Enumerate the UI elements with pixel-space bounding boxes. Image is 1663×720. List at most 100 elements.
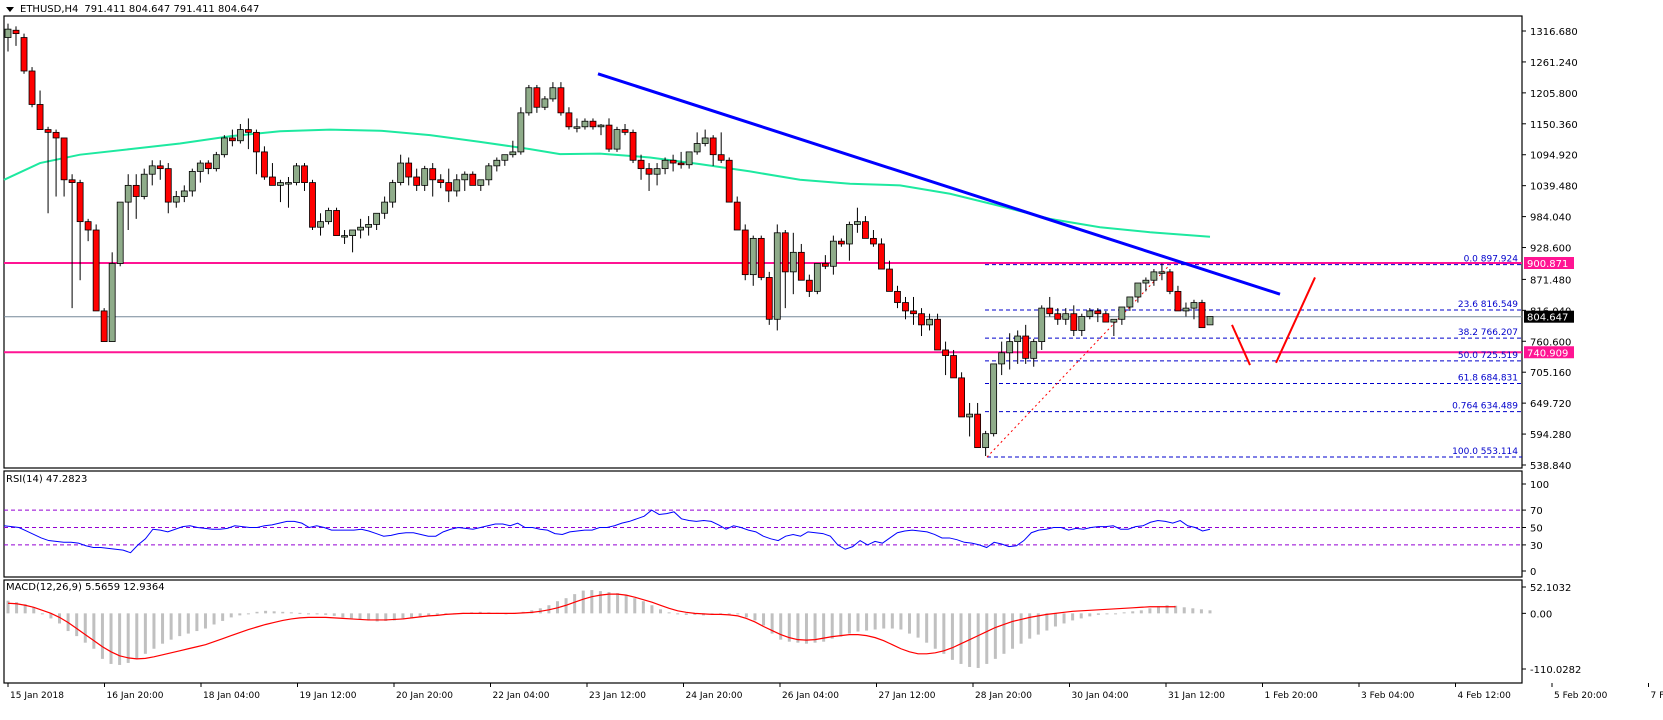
- candle[interactable]: [325, 207, 332, 225]
- candle[interactable]: [180, 185, 188, 203]
- candle[interactable]: [669, 154, 677, 172]
- candle[interactable]: [92, 224, 100, 312]
- candle[interactable]: [661, 157, 669, 175]
- candle[interactable]: [36, 90, 44, 130]
- candle[interactable]: [894, 285, 901, 309]
- candle[interactable]: [293, 163, 300, 186]
- candle[interactable]: [854, 207, 861, 233]
- candle[interactable]: [381, 196, 389, 219]
- candle[interactable]: [950, 349, 957, 379]
- candle[interactable]: [261, 146, 268, 180]
- candle[interactable]: [421, 165, 429, 191]
- candle[interactable]: [982, 430, 990, 456]
- candle[interactable]: [541, 96, 549, 111]
- candle[interactable]: [477, 179, 485, 191]
- candle[interactable]: [693, 132, 701, 155]
- candle[interactable]: [461, 171, 469, 191]
- candle[interactable]: [156, 160, 164, 180]
- candle[interactable]: [565, 107, 573, 130]
- candle[interactable]: [974, 402, 982, 449]
- candle[interactable]: [685, 151, 693, 169]
- candle[interactable]: [525, 84, 533, 116]
- candle[interactable]: [1006, 333, 1014, 370]
- candle[interactable]: [172, 190, 180, 208]
- candle[interactable]: [12, 26, 20, 46]
- candle[interactable]: [966, 402, 973, 437]
- candle[interactable]: [549, 82, 557, 102]
- candle[interactable]: [269, 163, 276, 186]
- candle[interactable]: [1174, 285, 1182, 312]
- candle[interactable]: [1110, 318, 1118, 337]
- candle[interactable]: [341, 230, 348, 244]
- candle[interactable]: [164, 163, 172, 214]
- projection-up-line[interactable]: [1275, 277, 1316, 364]
- candle[interactable]: [934, 313, 941, 351]
- candle[interactable]: [1198, 299, 1206, 329]
- candle[interactable]: [621, 124, 629, 136]
- candle[interactable]: [132, 174, 140, 219]
- candle[interactable]: [998, 341, 1006, 376]
- bearish-trendline[interactable]: [597, 72, 1281, 296]
- candle[interactable]: [317, 213, 324, 236]
- candle[interactable]: [1046, 296, 1054, 317]
- candle[interactable]: [773, 224, 781, 331]
- candle[interactable]: [100, 308, 108, 343]
- candle[interactable]: [140, 168, 148, 200]
- candle[interactable]: [629, 129, 637, 164]
- candle[interactable]: [196, 160, 204, 183]
- candle[interactable]: [1182, 302, 1190, 317]
- candle[interactable]: [188, 168, 196, 197]
- candle[interactable]: [926, 313, 933, 331]
- candle[interactable]: [725, 157, 733, 203]
- candle[interactable]: [533, 84, 541, 113]
- candle[interactable]: [124, 174, 132, 231]
- candle[interactable]: [253, 129, 260, 175]
- candle[interactable]: [701, 129, 709, 147]
- candle[interactable]: [910, 296, 917, 325]
- candle[interactable]: [20, 33, 28, 74]
- candle[interactable]: [220, 135, 228, 158]
- candle[interactable]: [1142, 277, 1150, 292]
- candle[interactable]: [212, 151, 220, 172]
- candle[interactable]: [1086, 308, 1094, 320]
- candle[interactable]: [645, 163, 653, 191]
- candle[interactable]: [148, 160, 156, 186]
- candle[interactable]: [597, 124, 605, 136]
- candle[interactable]: [413, 168, 421, 191]
- candle[interactable]: [1094, 308, 1102, 323]
- candle[interactable]: [757, 235, 765, 281]
- candle[interactable]: [741, 224, 749, 281]
- candle[interactable]: [717, 132, 725, 164]
- candle[interactable]: [493, 157, 501, 172]
- candle[interactable]: [870, 230, 877, 247]
- candle[interactable]: [557, 82, 565, 116]
- candle[interactable]: [68, 174, 76, 309]
- candle[interactable]: [805, 274, 813, 297]
- candle[interactable]: [605, 118, 613, 152]
- candle[interactable]: [277, 179, 284, 203]
- candle[interactable]: [990, 363, 998, 437]
- candle[interactable]: [44, 126, 52, 214]
- candle[interactable]: [942, 341, 949, 376]
- candle[interactable]: [485, 163, 493, 186]
- candle[interactable]: [84, 218, 92, 242]
- candle[interactable]: [373, 212, 381, 231]
- candle[interactable]: [1078, 313, 1086, 337]
- candle[interactable]: [116, 201, 124, 267]
- candle[interactable]: [309, 179, 316, 231]
- candle[interactable]: [365, 216, 373, 236]
- candle[interactable]: [1062, 308, 1070, 325]
- candle[interactable]: [1014, 330, 1022, 364]
- candle[interactable]: [1166, 269, 1174, 295]
- dropdown-triangle-icon[interactable]: [6, 7, 14, 12]
- candle[interactable]: [4, 23, 12, 52]
- candle[interactable]: [28, 67, 36, 108]
- candle[interactable]: [469, 171, 477, 186]
- candle[interactable]: [958, 372, 965, 418]
- macd-panel[interactable]: [6, 590, 1212, 668]
- candle[interactable]: [445, 168, 453, 203]
- projection-down-line[interactable]: [1231, 324, 1251, 366]
- candle[interactable]: [108, 252, 116, 343]
- candle[interactable]: [437, 174, 445, 189]
- candle[interactable]: [1158, 263, 1166, 281]
